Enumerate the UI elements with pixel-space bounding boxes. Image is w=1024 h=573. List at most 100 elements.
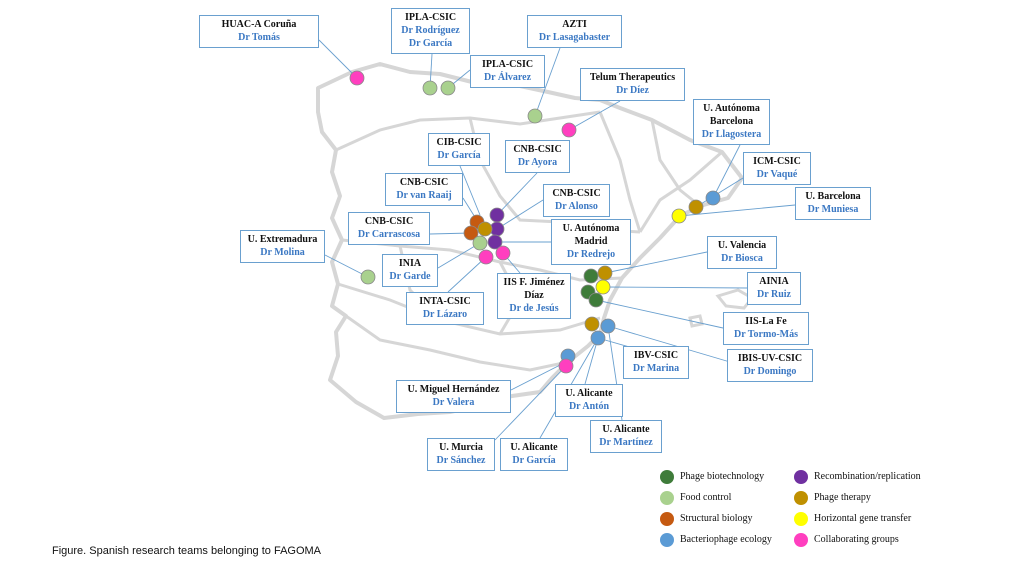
team-box-ipla-rodriguez-garcia: IPLA-CSIC Dr Rodríguez Dr García [391,8,470,54]
team-dot-food-control [422,80,438,96]
team-dot-recombination-replication [489,207,505,223]
team-institution: U. Barcelona [805,191,861,202]
leader-line [678,204,796,217]
team-box-uex: U. Extremadura Dr Molina [240,230,325,263]
team-box-uab: U. Autónoma Barcelona Dr Llagostera [693,99,770,145]
legend-label: Phage biotechnology [680,471,765,482]
team-institution: AZTI [562,19,587,30]
team-institution: IIS F. Jiménez Díaz [503,277,565,301]
team-dot-collaborating-groups [349,70,365,86]
team-institution: U. Extremadura [247,234,318,245]
team-box-ibis: IBIS-UV-CSIC Dr Domingo [727,349,813,382]
team-box-telum: Telum Therapeutics Dr Díez [580,68,685,101]
leader-line [534,47,561,117]
team-institution: IPLA-CSIC [404,12,457,23]
leader-line [712,144,741,199]
leader-line [494,365,567,441]
team-box-cnb-carrascosa: CNB-CSIC Dr Carrascosa [348,212,430,245]
team-box-um: U. Murcia Dr Sánchez [427,438,495,471]
team-dot-phage-therapy [584,316,600,332]
team-institution: Telum Therapeutics [589,72,676,83]
team-box-azti: AZTI Dr Lasagabaster [527,15,622,48]
team-researcher: Dr Molina [260,247,305,258]
team-researcher: Dr Vaqué [756,169,798,180]
team-box-cnb-alonso: CNB-CSIC Dr Alonso [543,184,610,217]
team-researcher: Dr Llagostera [701,129,762,140]
team-box-iis-fjd: IIS F. Jiménez Díaz Dr de Jesús [497,273,571,319]
team-box-icm: ICM-CSIC Dr Vaqué [743,152,811,185]
team-institution: U. Alicante [510,442,558,453]
leader-line [602,286,748,289]
team-dot-food-control [440,80,456,96]
team-researcher: Dr van Raaij [396,190,452,201]
team-box-inia: INIA Dr Garde [382,254,438,287]
leader-lines [318,39,796,441]
legend-dot [660,512,674,526]
legend-label: Bacteriophage ecology [680,534,772,545]
legend-dot [660,491,674,505]
team-institution: CIB-CSIC [436,137,482,148]
leader-line [510,361,567,391]
team-dot-collaborating-groups [495,245,511,261]
team-box-uam: U. Autónoma Madrid Dr Redrejo [551,219,631,265]
team-dot-bacteriophage-ecology [590,330,606,346]
team-dot-phage-therapy [688,199,704,215]
team-institution: HUAC-A Coruña [221,19,297,30]
team-institution: U. Miguel Hernández [407,384,500,395]
leader-line [568,100,621,131]
team-dot-bacteriophage-ecology [600,318,616,334]
team-institution: U. Murcia [439,442,483,453]
team-researcher: Dr Biosca [721,253,763,264]
team-institution: ICM-CSIC [753,156,801,167]
team-box-inta: INTA-CSIC Dr Lázaro [406,292,484,325]
team-researcher: Dr Ruiz [757,289,791,300]
team-institution: INIA [398,258,422,269]
team-institution: IBIS-UV-CSIC [737,353,803,364]
team-researcher: Dr Martínez [599,437,653,448]
team-box-ub: U. Barcelona Dr Muniesa [795,187,871,220]
team-dot-food-control [472,235,488,251]
team-dot-phage-therapy [597,265,613,281]
leader-line [437,242,481,269]
team-dots [349,70,721,374]
team-institution: U. Alicante [565,388,613,399]
leader-line [496,172,538,216]
team-box-ua-anton: U. Alicante Dr Antón [555,384,623,417]
team-researcher: Dr García [408,38,453,49]
team-researcher: Dr Redrejo [566,249,616,260]
team-dot-horizontal-gene-transfer [671,208,687,224]
team-institution: CNB-CSIC [399,177,449,188]
team-dot-horizontal-gene-transfer [595,279,611,295]
team-institution: U. Alicante [602,424,650,435]
team-institution: U. Autónoma Barcelona [703,103,760,127]
leader-line [607,325,731,363]
leader-line [459,165,481,216]
legend-dot [794,470,808,484]
team-dot-collaborating-groups [561,122,577,138]
legend-dot [660,533,674,547]
team-box-ua-martinez: U. Alicante Dr Martínez [590,420,662,453]
team-researcher: Dr Muniesa [807,204,859,215]
team-box-ibv: IBV-CSIC Dr Marina [623,346,689,379]
team-researcher: Dr Tomás [238,32,280,43]
legend: Phage biotechnology Food control Structu… [660,470,960,550]
team-dot-collaborating-groups [558,358,574,374]
team-dot-phage-biotechnology [583,268,599,284]
team-box-huac-coruna: HUAC-A Coruña Dr Tomás [199,15,319,48]
team-box-ainia: AINIA Dr Ruiz [747,272,801,305]
team-dot-phage-biotechnology [588,292,604,308]
team-researcher: Dr Díez [616,85,649,96]
team-box-uv: U. Valencia Dr Biosca [707,236,777,269]
legend-label: Food control [680,492,732,503]
team-institution: AINIA [759,276,789,287]
team-box-cnb-ayora: CNB-CSIC Dr Ayora [505,140,570,173]
leader-line [695,177,744,208]
spain-outline [316,62,744,420]
legend-label: Phage therapy [814,492,871,503]
team-institution: U. Autónoma Madrid [562,223,620,247]
team-researcher: Dr García [512,455,556,466]
legend-dot [660,470,674,484]
leader-line [447,256,487,293]
legend-label: Structural biology [680,513,753,524]
team-researcher: Dr Lázaro [422,309,468,320]
